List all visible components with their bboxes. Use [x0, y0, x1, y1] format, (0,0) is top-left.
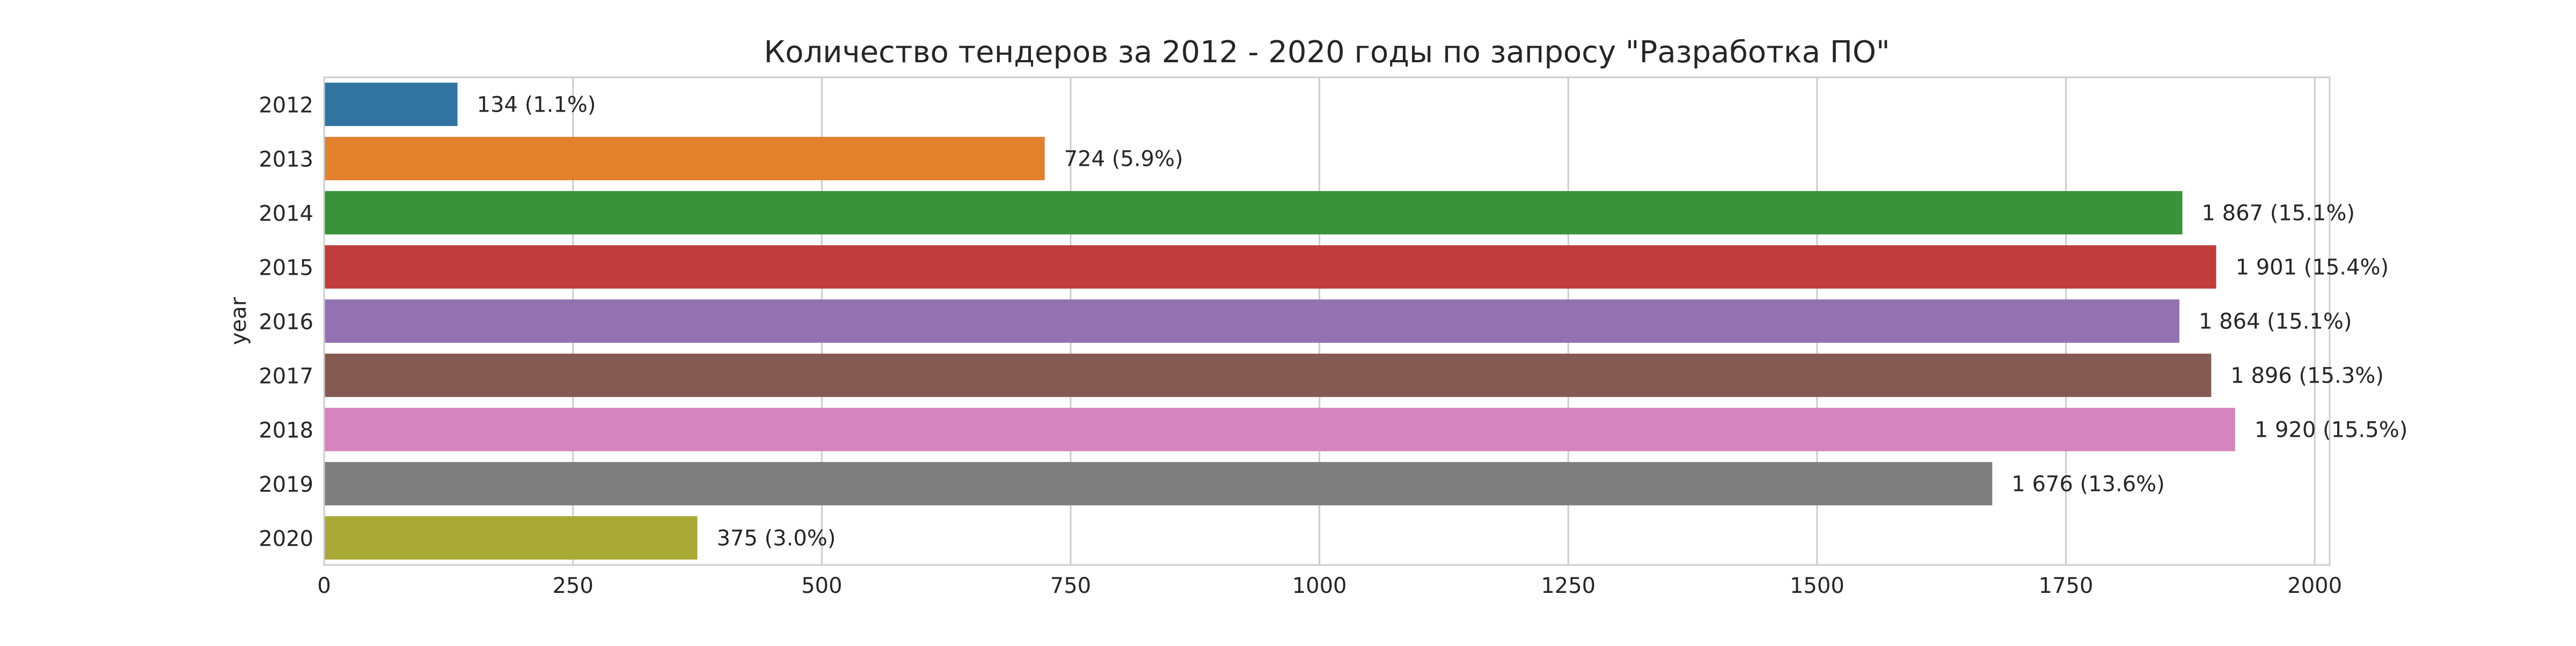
data-label-2017: 1 896 (15.3%) [2230, 364, 2384, 388]
x-tick-label: 1500 [1790, 574, 1845, 598]
y-tick-label: 2014 [259, 202, 313, 226]
data-label-2015: 1 901 (15.4%) [2236, 255, 2389, 280]
y-tick-labels: 2012 2013 2014 2015 2016 2017 2018 2019 2020 [259, 93, 313, 552]
data-label-2013: 724 (5.9%) [1064, 147, 1183, 172]
y-tick-label: 2012 [259, 93, 313, 118]
data-label-2014: 1 867 (15.1%) [2202, 201, 2355, 226]
bar-2017 [324, 354, 2212, 397]
bar-2016 [324, 299, 2179, 343]
y-tick-label: 2017 [259, 364, 313, 389]
x-tick-label: 750 [1050, 574, 1091, 598]
x-tick-label: 1000 [1292, 574, 1347, 598]
data-labels: 134 (1.1%) 724 (5.9%) 1 867 (15.1%) 1 901 (… [477, 93, 2408, 551]
bars [324, 83, 2235, 560]
x-tick-label: 1750 [2039, 574, 2094, 598]
x-tick-label: 500 [801, 574, 842, 598]
x-tick-label: 2000 [2287, 574, 2342, 598]
y-tick-label: 2015 [259, 256, 313, 281]
data-label-2020: 375 (3.0%) [716, 526, 836, 551]
bar-2012 [324, 83, 458, 126]
bar-2018 [324, 408, 2235, 451]
y-tick-label: 2019 [259, 473, 313, 497]
data-label-2016: 1 864 (15.1%) [2199, 310, 2352, 334]
bar-2014 [324, 191, 2183, 234]
y-tick-label: 2018 [259, 419, 313, 443]
y-tick-label: 2020 [259, 527, 313, 552]
y-tick-label: 2013 [259, 148, 313, 172]
y-axis-label: year [226, 297, 251, 345]
bar-2015 [324, 245, 2216, 289]
bar-2019 [324, 462, 1993, 505]
plot-frame [323, 76, 2331, 566]
bar-2020 [324, 516, 698, 560]
x-tick-label: 0 [317, 574, 331, 598]
data-label-2018: 1 920 (15.5%) [2255, 418, 2408, 443]
x-tick-labels: 0 250 500 750 1000 1250 1500 1750 2000 [317, 574, 2342, 598]
x-tick-label: 1250 [1541, 574, 1596, 598]
chart-title: Количество тендеров за 2012 - 2020 годы … [764, 35, 1890, 70]
data-label-2019: 1 676 (13.6%) [2011, 472, 2165, 497]
bar-2013 [324, 137, 1045, 180]
x-tick-label: 250 [552, 574, 593, 598]
data-label-2012: 134 (1.1%) [477, 93, 596, 118]
y-tick-label: 2016 [259, 310, 313, 335]
